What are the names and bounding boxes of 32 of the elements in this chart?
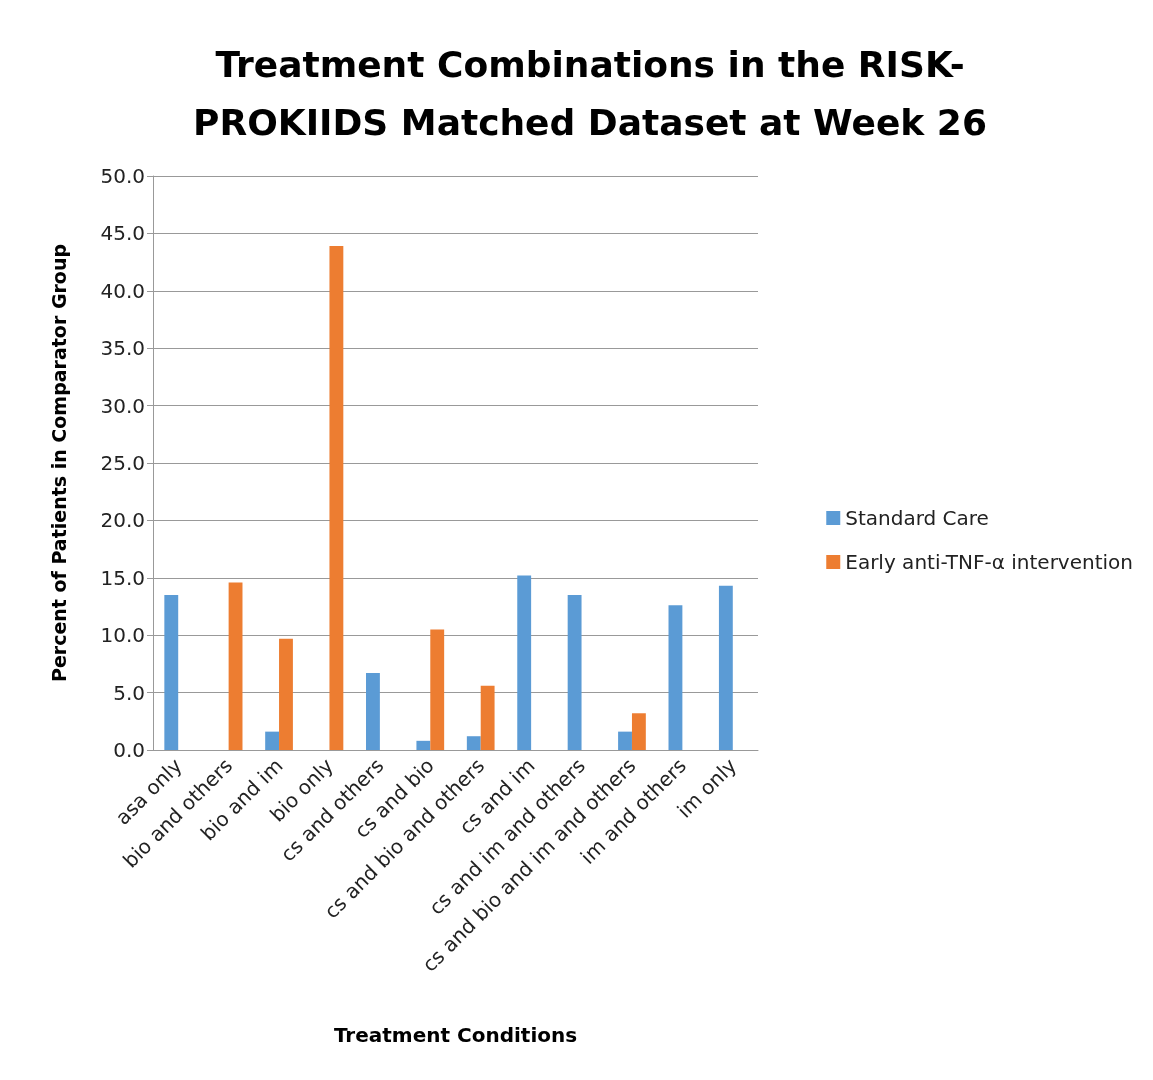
bar [718,585,733,750]
bar [668,605,683,750]
y-tick-label: 0.0 [113,738,145,762]
bar [279,638,293,750]
y-tick-label: 5.0 [113,680,145,705]
bar [618,731,632,750]
y-tick-label: 40.0 [100,278,145,303]
y-tick-label: 35.0 [100,336,145,361]
bar [567,595,582,750]
bar [416,740,431,750]
y-tick-label: 15.0 [100,565,145,590]
bar [228,582,243,750]
bar [430,629,445,750]
y-tick-label: 30.0 [100,393,145,418]
x-axis-title: Treatment Conditions [333,1023,578,1047]
bar [329,246,344,750]
y-axis-title: Percent of Patients in Comparator Group [47,243,70,683]
bar [631,713,646,750]
y-tick-label: 50.0 [100,164,145,188]
bar [265,731,280,750]
bar [466,736,481,750]
bar [164,595,179,750]
bar [517,575,532,750]
y-tick-label: 20.0 [100,508,145,533]
bar [366,673,380,750]
legend-label: Early anti-TNF-α intervention [845,550,1134,574]
bar [480,685,495,750]
y-tick-label: 25.0 [100,451,145,475]
y-tick-label: 45.0 [100,221,145,246]
legend-label: Standard Care [845,506,989,530]
chart-title: Treatment Combinations in the RISK- PROKIIDS Matched Dataset at Week 26 [193,43,987,143]
y-tick-label: 10.0 [100,623,145,648]
